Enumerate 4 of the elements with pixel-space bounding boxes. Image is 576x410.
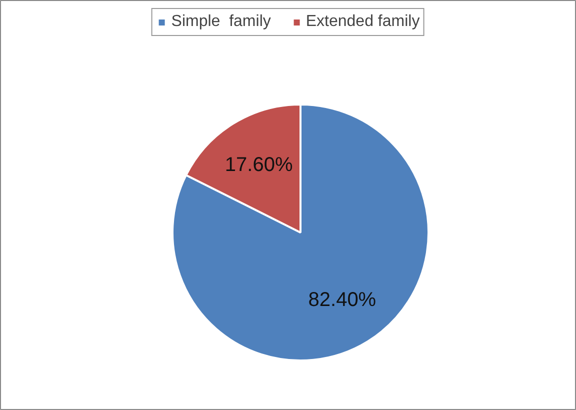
data-label: 82.40%: [308, 289, 376, 312]
legend-label: Simple family: [171, 13, 271, 31]
legend-label: Extended family: [306, 13, 420, 31]
data-label: 17.60%: [224, 154, 293, 176]
